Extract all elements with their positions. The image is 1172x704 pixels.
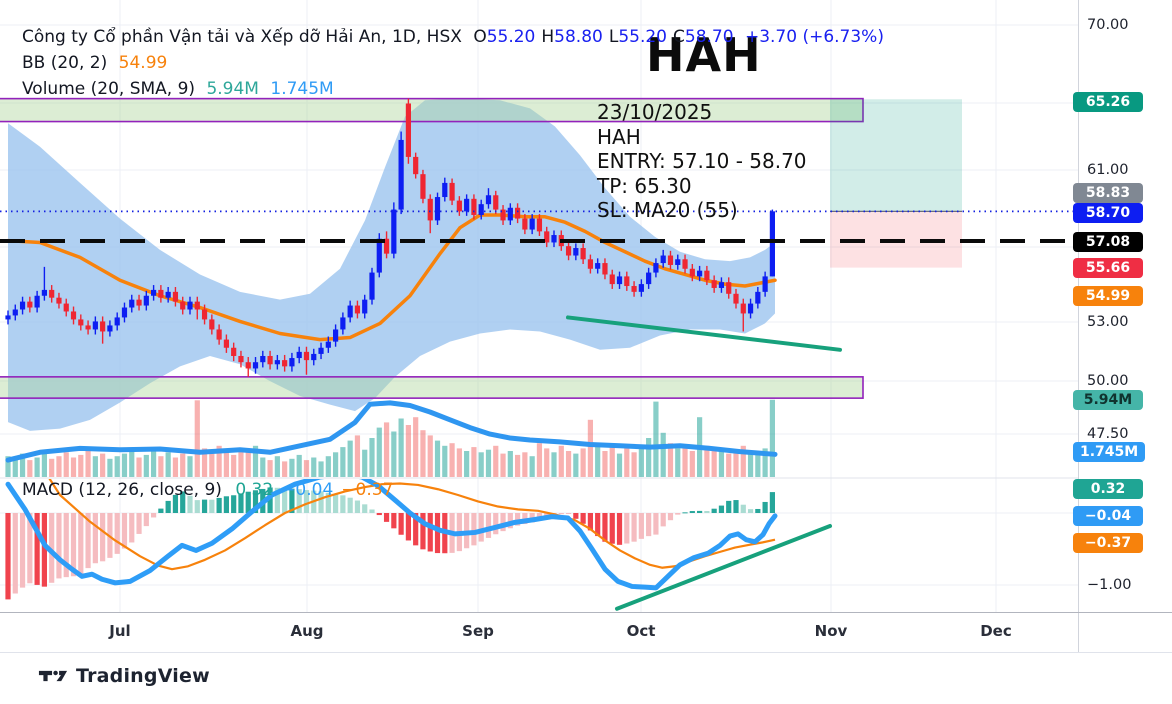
price-scale-axis[interactable]: 70.00 61.00 53.00 50.00 47.50 −1.00 65.26 58.83… bbox=[1073, 0, 1172, 612]
macd-values: 0.32 −0.04 −0.37 bbox=[227, 480, 393, 500]
bb-basis-line bbox=[6, 213, 777, 342]
macd-trendline[interactable] bbox=[615, 523, 832, 611]
macd-pane bbox=[5, 479, 832, 611]
bollinger-band-area bbox=[8, 98, 775, 431]
support-zone-band[interactable] bbox=[0, 376, 864, 399]
time-label-sep: Sep bbox=[462, 622, 494, 640]
price-tick: 50.00 bbox=[1087, 373, 1129, 389]
price-tick: 70.00 bbox=[1087, 17, 1129, 33]
axis-corner-divider bbox=[1078, 613, 1079, 653]
price-tick: 53.00 bbox=[1087, 314, 1129, 330]
tradingview-logo[interactable]: TradingView bbox=[38, 663, 210, 689]
scale-badge: −0.37 bbox=[1073, 533, 1143, 553]
scale-badge: 55.66 bbox=[1073, 258, 1143, 278]
tradingview-logo-icon bbox=[38, 670, 68, 682]
tradingview-brand-text: TradingView bbox=[76, 665, 210, 687]
scale-badge: 58.83 bbox=[1073, 183, 1143, 203]
price-tick: 61.00 bbox=[1087, 162, 1129, 178]
time-label-nov: Nov bbox=[814, 622, 848, 640]
ohlc-values: O55.20 H58.80 L55.20 C58.70 bbox=[467, 27, 733, 47]
scale-badge: 5.94M bbox=[1073, 390, 1143, 410]
scale-badge: 0.32 bbox=[1073, 479, 1143, 499]
time-label-jul: Jul bbox=[109, 622, 131, 640]
ohlc-item: L55.20 bbox=[608, 27, 667, 47]
macd-main-line bbox=[5, 479, 778, 591]
price-tick: −1.00 bbox=[1087, 577, 1132, 593]
bb-legend-row[interactable]: BB (20, 2) 54.99 bbox=[22, 50, 884, 76]
macd-value-2: −0.37 bbox=[341, 480, 394, 500]
price-tick: 47.50 bbox=[1087, 426, 1129, 442]
macd-value-1: −0.04 bbox=[281, 480, 334, 500]
macd-legend-row[interactable]: MACD (12, 26, close, 9) 0.32 −0.04 −0.37 bbox=[22, 480, 393, 500]
price-volume-macd-chart[interactable] bbox=[0, 0, 1078, 612]
scale-badge: 1.745M bbox=[1073, 442, 1146, 462]
volume-legend-row[interactable]: Volume (20, SMA, 9) 5.94M 1.745M bbox=[22, 76, 884, 102]
symbol-title: Công ty Cổ phần Vận tải và Xếp dỡ Hải An… bbox=[22, 27, 462, 47]
macd-value-0: 0.32 bbox=[235, 480, 274, 500]
ohlc-item: C58.70 bbox=[673, 27, 734, 47]
time-label-aug: Aug bbox=[290, 622, 324, 640]
ohlc-item: O55.20 bbox=[473, 27, 536, 47]
time-label-oct: Oct bbox=[626, 622, 656, 640]
footer-bar: TradingView bbox=[0, 652, 1172, 704]
volume-indicator-name: Volume (20, SMA, 9) bbox=[22, 79, 196, 99]
volume-value: 5.94M bbox=[206, 79, 259, 99]
risk-reward-box[interactable] bbox=[830, 99, 962, 268]
tp-zone-band[interactable] bbox=[0, 97, 864, 123]
chart-canvas[interactable] bbox=[0, 0, 1078, 612]
scale-badge: 65.26 bbox=[1073, 92, 1143, 112]
scale-badge: 57.08 bbox=[1073, 232, 1143, 252]
symbol-legend-row[interactable]: Công ty Cổ phần Vận tải và Xếp dỡ Hải An… bbox=[22, 24, 884, 50]
bb-value: 54.99 bbox=[118, 53, 168, 73]
volume-bars bbox=[5, 399, 775, 477]
time-axis[interactable]: Jul Aug Sep Oct Nov Dec bbox=[0, 612, 1172, 653]
ohlc-item: H58.80 bbox=[541, 27, 603, 47]
scale-badge: −0.04 bbox=[1073, 506, 1143, 526]
bb-indicator-name: BB (20, 2) bbox=[22, 53, 108, 73]
time-label-dec: Dec bbox=[980, 622, 1012, 640]
volume-ma-value: 1.745M bbox=[270, 79, 334, 99]
volume-ma-line bbox=[5, 400, 778, 463]
chart-legend: Công ty Cổ phần Vận tải và Xếp dỡ Hải An… bbox=[22, 24, 884, 102]
price-trendline[interactable] bbox=[566, 315, 842, 352]
macd-indicator-name: MACD (12, 26, close, 9) bbox=[22, 480, 222, 500]
change-value: +3.70 (+6.73%) bbox=[744, 27, 884, 47]
scale-badge: 54.99 bbox=[1073, 286, 1143, 306]
scale-badge: 58.70 bbox=[1073, 203, 1143, 223]
candles bbox=[5, 98, 775, 377]
